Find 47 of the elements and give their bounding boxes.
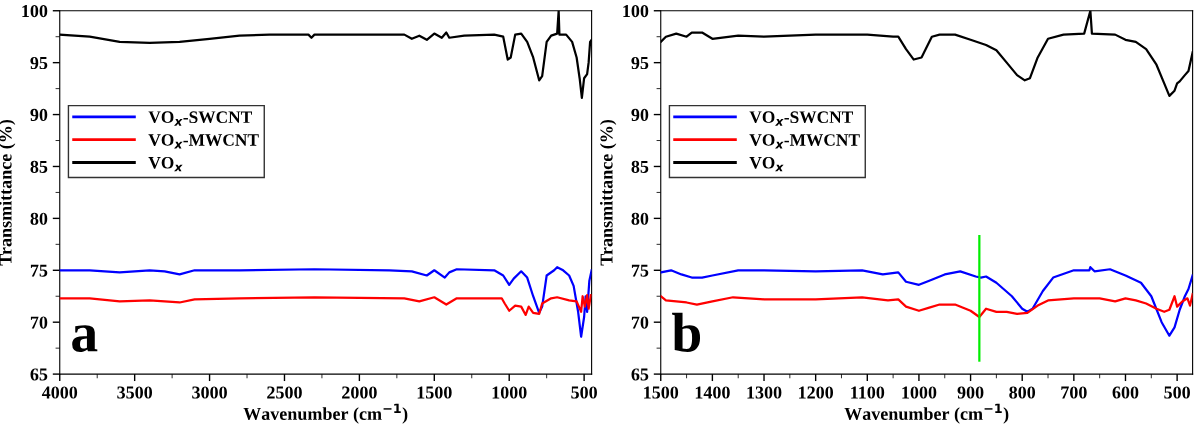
y-tick-label: 70 (631, 316, 649, 329)
x-axis-title: Wavenumber (cm$^{−1}$) (844, 403, 1009, 424)
y-axis-title: Transmittance (%) (599, 119, 617, 266)
y-tick-label: 70 (30, 316, 48, 329)
x-tick-label: 1300 (747, 386, 782, 399)
x-tick-label: 3000 (192, 386, 227, 399)
x-tick-label: 1000 (902, 386, 937, 399)
x-tick-label: 500 (1164, 386, 1190, 399)
line-series (59, 294, 592, 317)
x-tick-label: 1200 (799, 386, 834, 399)
annotation: a (72, 325, 98, 352)
y-tick-label: 65 (30, 368, 48, 381)
x-tick-label: 3500 (117, 386, 153, 399)
x-tick-label: 1000 (492, 386, 527, 399)
x-tick-label: 900 (957, 386, 984, 399)
annotation: b (672, 312, 701, 352)
legend-label: VO$_{x}$-MWCNT (749, 134, 860, 149)
x-tick-label: 1500 (417, 386, 452, 399)
x-tick-label: 1100 (851, 386, 885, 399)
legend-label: VO$_{x}$-SWCNT (749, 111, 853, 126)
y-tick-label: 80 (631, 212, 649, 225)
x-tick-label: 4000 (41, 386, 78, 399)
x-tick-label: 600 (1112, 386, 1139, 399)
x-axis-title: Wavenumber (cm$^{−1}$) (243, 403, 408, 424)
y-tick-label: 90 (631, 108, 649, 122)
x-tick-label: 700 (1061, 386, 1087, 399)
y-tick-label: 100 (623, 5, 649, 18)
y-tick-label: 75 (631, 264, 649, 277)
legend-label: VO$_{x}$-MWCNT (148, 134, 259, 149)
x-tick-label: 2500 (267, 386, 302, 399)
y-tick-label: 95 (631, 56, 649, 70)
y-tick-label: 65 (631, 368, 649, 381)
legend-label: VO$_{x}$ (749, 156, 784, 172)
x-tick-label: 800 (1009, 386, 1036, 399)
x-tick-label: 2000 (342, 386, 377, 399)
x-tick-label: 500 (571, 386, 597, 399)
x-tick-label: 1500 (644, 386, 679, 399)
y-tick-label: 80 (30, 212, 48, 225)
y-tick-label: 75 (30, 264, 48, 277)
x-tick-label: 1400 (695, 386, 730, 399)
y-tick-label: 85 (30, 160, 48, 173)
y-tick-label: 90 (30, 108, 48, 122)
y-tick-label: 100 (22, 5, 48, 18)
y-tick-label: 95 (30, 56, 48, 70)
legend-label: VO$_{x}$ (148, 156, 183, 172)
y-tick-label: 85 (631, 160, 649, 173)
legend-label: VO$_{x}$-SWCNT (148, 111, 252, 126)
